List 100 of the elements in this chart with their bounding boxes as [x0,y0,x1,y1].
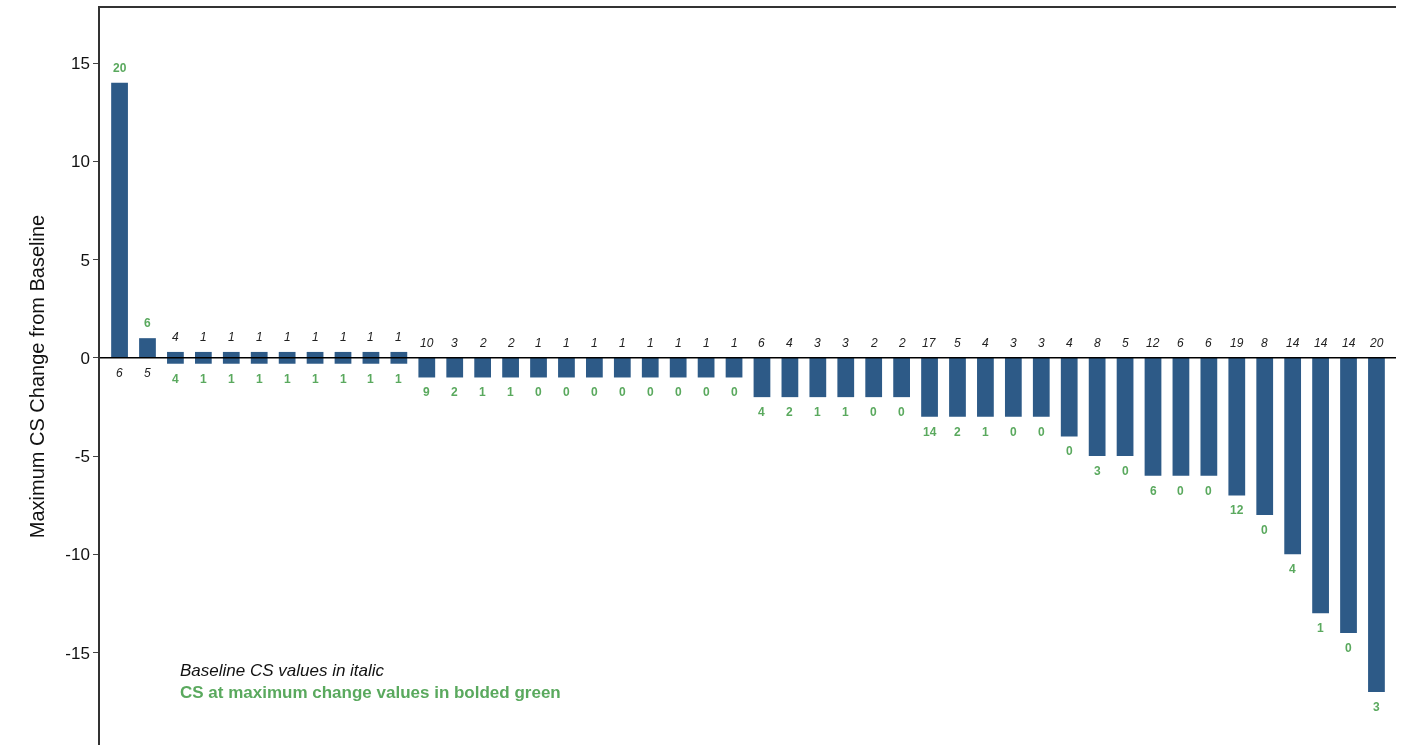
bar [474,357,492,378]
annotation: 4 [982,336,989,350]
annotation: 1 [842,405,849,419]
annotation: 1 [395,330,402,344]
annotation: 0 [1010,425,1017,439]
annotation: 3 [814,336,821,350]
annotation: 9 [423,385,430,399]
annotation: 1 [340,330,347,344]
annotation: 1 [982,425,989,439]
bar [1088,357,1106,457]
annotation: 1 [228,330,235,344]
annotation: 5 [954,336,961,350]
bar [1172,357,1190,476]
bar [1228,357,1246,496]
bar [669,357,687,378]
annotation: 1 [731,336,738,350]
y-tick-label: -15 [65,643,90,663]
annotation: 0 [1261,523,1268,537]
annotation: 0 [870,405,877,419]
bar [641,357,659,378]
bar [1200,357,1218,476]
annotation: 6 [1205,336,1212,350]
bar [1060,357,1078,437]
annotation: 8 [1094,336,1101,350]
annotation: 0 [731,385,738,399]
bar [1004,357,1022,417]
bar [753,357,771,398]
annotation: 3 [1373,700,1380,714]
annotation: 4 [786,336,793,350]
annotation: 6 [1150,484,1157,498]
y-axis-title: Maximum CS Change from Baseline [26,214,49,539]
annotation: 2 [786,405,793,419]
annotation: 1 [563,336,570,350]
bar [1032,357,1050,417]
annotation: 1 [647,336,654,350]
y-tick-label: 10 [70,152,90,172]
bar [502,357,519,378]
annotation: 1 [340,372,347,386]
bar [1256,357,1274,516]
annotation: 1 [591,336,598,350]
annotation: 2 [870,336,878,350]
annotation: 6 [1177,336,1184,350]
annotation: 12 [1230,503,1244,517]
annotation: 6 [116,366,123,380]
bar [781,357,799,398]
bar [613,357,631,378]
annotation: 1 [256,330,263,344]
annotation: 4 [1289,562,1296,576]
bar [418,357,436,378]
annotation: 0 [591,385,598,399]
bar [865,357,883,398]
y-tick-label: 15 [70,53,90,73]
annotation: 1 [814,405,821,419]
annotation: 3 [1038,336,1045,350]
annotation: 6 [144,316,151,330]
bar [530,357,547,378]
annotation: 1 [703,336,710,350]
annotation: 14 [923,425,937,439]
annotation: 3 [451,336,458,350]
annotation: 1 [200,330,207,344]
annotation: 0 [563,385,570,399]
annotation: 1 [284,330,291,344]
annotation: 1 [367,330,374,344]
y-tick-label: -10 [65,545,90,565]
bar [977,357,994,417]
annotation: 19 [1230,336,1244,350]
annotation: 0 [647,385,654,399]
annotation: 14 [1342,336,1356,350]
annotation: 1 [395,372,402,386]
bar [558,357,575,378]
annotation: 5 [144,366,151,380]
annotation: 5 [1122,336,1129,350]
bar [1340,357,1357,633]
annotation: 17 [922,336,937,350]
annotation: 2 [954,425,961,439]
bar [837,357,855,398]
bar [893,357,910,398]
annotation: 8 [1261,336,1268,350]
annotation: 3 [842,336,849,350]
annotation: 3 [1094,464,1101,478]
bar [809,357,827,398]
annotation: 2 [507,336,515,350]
annotation: 0 [1122,464,1129,478]
annotation: 4 [172,330,179,344]
annotation: 10 [420,336,434,350]
annotation: 0 [675,385,682,399]
annotation: 1 [228,372,235,386]
annotation: 1 [256,372,263,386]
annotation: 0 [1066,444,1073,458]
y-tick-label: 5 [80,250,90,270]
y-tick-label: 0 [80,348,90,368]
annotation: Baseline CS values in italic [180,661,385,680]
bar [1368,357,1385,692]
annotation: 1 [200,372,207,386]
annotation: 0 [703,385,710,399]
bar [446,357,464,378]
annotation: 1 [367,372,374,386]
bar [586,357,603,378]
annotation: 0 [1345,641,1352,655]
bar [1312,357,1329,614]
